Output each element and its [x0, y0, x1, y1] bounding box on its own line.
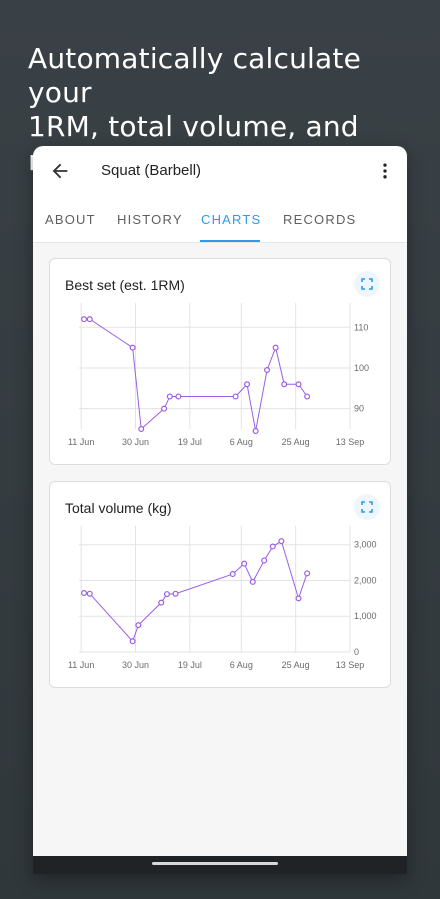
- x-tick-label: 13 Sep: [336, 660, 365, 670]
- tab-bar: ABOUT HISTORY CHARTS RECORDS: [33, 204, 407, 243]
- nav-bar-area: [33, 856, 407, 874]
- chart-card-1rm: Best set (est. 1RM) 11 Jun 30 Jun 19 Jul 6 …: [49, 258, 391, 465]
- x-tick-label: 30 Jun: [122, 660, 149, 670]
- data-point[interactable]: [304, 570, 311, 577]
- series-line: [84, 318, 308, 432]
- data-point[interactable]: [86, 590, 93, 597]
- x-tick-label: 11 Jun: [68, 660, 94, 670]
- y-tick-label: 2,000: [354, 575, 377, 585]
- y-tick-label: 100: [354, 363, 369, 373]
- phone-screen: Squat (Barbell) ABOUT HISTORY CHARTS REC…: [33, 146, 407, 874]
- y-tick-label: 3,000: [354, 540, 377, 550]
- data-point[interactable]: [135, 622, 142, 629]
- data-point[interactable]: [229, 571, 236, 578]
- data-point[interactable]: [232, 393, 239, 400]
- fullscreen-icon: [361, 278, 373, 290]
- data-point[interactable]: [166, 393, 173, 400]
- tab-history[interactable]: HISTORY: [117, 212, 183, 227]
- data-point[interactable]: [175, 393, 182, 400]
- x-tick-label: 6 Aug: [230, 437, 253, 447]
- more-vert-icon[interactable]: [375, 160, 395, 182]
- data-point[interactable]: [158, 599, 165, 606]
- gesture-handle[interactable]: [152, 862, 278, 865]
- chart-card-volume: Total volume (kg) 11 Jun 30 Jun 19 Jul 6 Au…: [49, 481, 391, 688]
- data-point[interactable]: [295, 595, 302, 602]
- y-tick-label: 1,000: [354, 611, 377, 621]
- data-point[interactable]: [264, 366, 271, 373]
- chart-title-volume: Total volume (kg): [65, 500, 172, 516]
- tab-about[interactable]: ABOUT: [45, 212, 96, 227]
- expand-chart-button-volume[interactable]: [354, 494, 380, 520]
- exercise-title: Squat (Barbell): [101, 162, 202, 179]
- data-point[interactable]: [261, 557, 268, 564]
- app-bar: Squat (Barbell): [33, 146, 407, 196]
- data-point[interactable]: [269, 543, 276, 550]
- data-point[interactable]: [138, 426, 145, 433]
- data-point[interactable]: [295, 381, 302, 388]
- data-point[interactable]: [244, 381, 251, 388]
- tab-records[interactable]: RECORDS: [283, 212, 357, 227]
- data-point[interactable]: [86, 316, 93, 323]
- data-point[interactable]: [129, 344, 136, 351]
- chart-1rm: 11 Jun 30 Jun 19 Jul 6 Aug 25 Aug 13 Sep 90 100…: [68, 303, 369, 447]
- y-tick-label: 110: [354, 322, 368, 332]
- x-tick-label: 19 Jul: [178, 437, 202, 447]
- data-point[interactable]: [272, 344, 279, 351]
- data-point[interactable]: [304, 393, 311, 400]
- data-point[interactable]: [249, 578, 256, 585]
- fullscreen-icon: [361, 501, 373, 513]
- x-tick-label: 25 Aug: [282, 660, 310, 670]
- charts-content: Best set (est. 1RM) 11 Jun 30 Jun 19 Jul 6 …: [33, 243, 407, 874]
- x-tick-label: 19 Jul: [178, 660, 202, 670]
- chart-volume: 11 Jun 30 Jun 19 Jul 6 Aug 25 Aug 13 Sep 0 1,00…: [68, 526, 377, 670]
- tab-charts[interactable]: CHARTS: [201, 212, 262, 227]
- data-point[interactable]: [81, 589, 88, 596]
- data-point[interactable]: [241, 560, 248, 567]
- data-point[interactable]: [129, 638, 136, 645]
- x-tick-label: 25 Aug: [282, 437, 310, 447]
- data-point[interactable]: [161, 405, 168, 412]
- x-tick-label: 11 Jun: [68, 437, 94, 447]
- data-point[interactable]: [252, 428, 259, 435]
- x-tick-label: 6 Aug: [230, 660, 253, 670]
- data-point[interactable]: [172, 590, 179, 597]
- data-point[interactable]: [163, 591, 170, 598]
- data-point[interactable]: [281, 381, 288, 388]
- y-tick-label: 0: [354, 647, 359, 657]
- data-point[interactable]: [81, 316, 88, 323]
- tab-active-indicator: [200, 240, 260, 242]
- expand-chart-button-1rm[interactable]: [354, 271, 380, 297]
- arrow-back-icon[interactable]: [49, 160, 71, 182]
- x-tick-label: 13 Sep: [336, 437, 365, 447]
- series-line: [83, 540, 308, 643]
- promo-headline-line1: Automatically calculate your: [28, 42, 361, 109]
- chart-title-1rm: Best set (est. 1RM): [65, 277, 185, 293]
- data-point[interactable]: [278, 538, 285, 545]
- x-tick-label: 30 Jun: [122, 437, 149, 447]
- y-tick-label: 90: [354, 404, 364, 414]
